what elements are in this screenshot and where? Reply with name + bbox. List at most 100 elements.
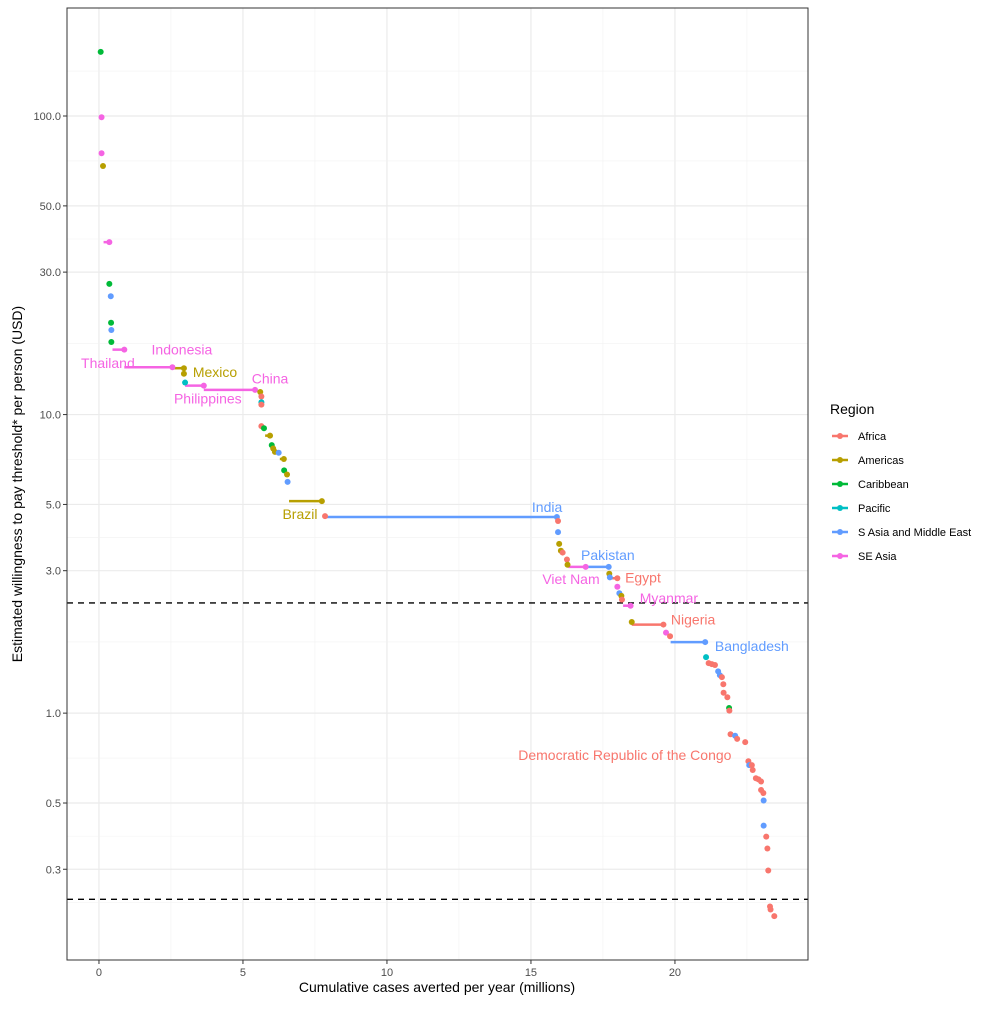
country-label: India	[532, 499, 563, 515]
legend-title: Region	[830, 401, 874, 417]
point-se-asia	[106, 239, 113, 246]
x-tick-label: 15	[525, 967, 537, 979]
y-axis-label: Estimated willingness to pay threshold* …	[9, 306, 25, 662]
y-ticks: 0.3 0.5 1.0 3.0 5.0 10.0 30.0 50.0 100.0	[33, 111, 67, 876]
country-label: Mexico	[193, 364, 238, 380]
grid	[67, 8, 808, 960]
point-s-asia-and-middle-east	[275, 449, 282, 456]
x-tick-label: 10	[381, 967, 393, 979]
point-pacific	[182, 379, 189, 386]
point-se-asia	[200, 382, 207, 389]
point-africa	[748, 762, 755, 769]
point-s-asia-and-middle-east	[760, 822, 767, 829]
point-africa	[720, 689, 727, 696]
legend-label: SE Asia	[858, 551, 897, 563]
point-africa	[618, 596, 625, 603]
y-tick-label: 1.0	[46, 708, 61, 720]
point-se-asia	[169, 364, 176, 371]
point-africa	[749, 766, 756, 773]
point-caribbean	[106, 280, 113, 287]
point-s-asia-and-middle-east	[702, 639, 709, 646]
country-label: Pakistan	[581, 547, 635, 563]
points	[97, 48, 778, 920]
point-americas	[267, 432, 274, 439]
country-label: Nigeria	[671, 611, 716, 627]
point-americas	[556, 540, 563, 547]
legend-key-point	[837, 553, 843, 559]
x-ticks: 0 5 10 15 20	[96, 960, 681, 979]
point-s-asia-and-middle-east	[605, 563, 612, 570]
country-label: Philippines	[174, 391, 242, 407]
legend-key-point	[837, 505, 843, 511]
point-africa	[767, 906, 774, 913]
x-tick-label: 20	[669, 967, 681, 979]
point-africa	[258, 401, 265, 408]
point-se-asia	[98, 114, 105, 121]
legend: Region Africa Americas Caribbean Pacific S A…	[830, 401, 971, 566]
point-s-asia-and-middle-east	[555, 529, 562, 536]
country-label: Democratic Republic of the Congo	[518, 747, 731, 763]
country-label: Bangladesh	[715, 638, 789, 654]
legend-label: Americas	[858, 455, 904, 467]
panel-border	[66, 7, 809, 961]
point-africa	[555, 518, 562, 525]
point-s-asia-and-middle-east	[107, 293, 114, 300]
point-africa	[667, 633, 674, 640]
point-americas	[318, 498, 325, 505]
point-africa	[660, 621, 667, 628]
point-africa	[322, 513, 329, 520]
point-africa	[720, 681, 727, 688]
y-tick-label: 0.3	[46, 864, 61, 876]
point-se-asia	[121, 346, 128, 353]
point-se-asia	[252, 386, 259, 393]
point-americas	[628, 618, 635, 625]
y-tick-label: 0.5	[46, 798, 61, 810]
point-americas	[180, 365, 187, 372]
country-label: China	[252, 371, 289, 387]
y-tick-label: 3.0	[46, 566, 61, 578]
point-africa	[718, 674, 725, 681]
point-se-asia	[582, 563, 589, 570]
point-africa	[765, 867, 772, 874]
point-pacific	[703, 654, 710, 661]
point-africa	[724, 694, 731, 701]
point-s-asia-and-middle-east	[760, 797, 767, 804]
point-africa	[764, 845, 771, 852]
point-africa	[614, 575, 621, 582]
point-africa	[727, 731, 734, 738]
x-axis-label: Cumulative cases averted per year (milli…	[299, 979, 575, 995]
annotations: Indonesia Thailand Mexico Philippines China B…	[81, 342, 789, 764]
point-africa	[258, 393, 265, 400]
legend-label: S Asia and Middle East	[858, 527, 971, 539]
point-se-asia	[627, 602, 634, 609]
point-caribbean	[97, 48, 104, 55]
point-africa	[559, 549, 566, 556]
point-s-asia-and-middle-east	[284, 478, 291, 485]
country-label: Brazil	[282, 506, 317, 522]
point-se-asia	[98, 150, 105, 157]
legend-key-point	[837, 481, 843, 487]
legend-label: Caribbean	[858, 479, 909, 491]
point-caribbean	[108, 339, 115, 346]
reference-lines	[67, 602, 808, 900]
legend-key-point	[837, 529, 843, 535]
legend-label: Africa	[858, 431, 887, 443]
point-caribbean	[108, 319, 115, 326]
point-caribbean	[260, 425, 267, 432]
point-americas	[284, 471, 291, 478]
y-tick-label: 100.0	[33, 111, 61, 123]
point-africa	[711, 661, 718, 668]
point-se-asia	[663, 629, 670, 636]
legend-key-point	[837, 457, 843, 463]
point-se-asia	[614, 583, 621, 590]
country-label: Myanmar	[640, 590, 699, 606]
x-tick-label: 0	[96, 967, 102, 979]
point-s-asia-and-middle-east	[606, 574, 613, 581]
y-tick-label: 10.0	[40, 410, 61, 422]
point-africa	[726, 707, 733, 714]
y-tick-label: 50.0	[40, 201, 61, 213]
y-tick-label: 30.0	[40, 267, 61, 279]
point-americas	[180, 370, 187, 377]
point-africa	[742, 739, 749, 746]
